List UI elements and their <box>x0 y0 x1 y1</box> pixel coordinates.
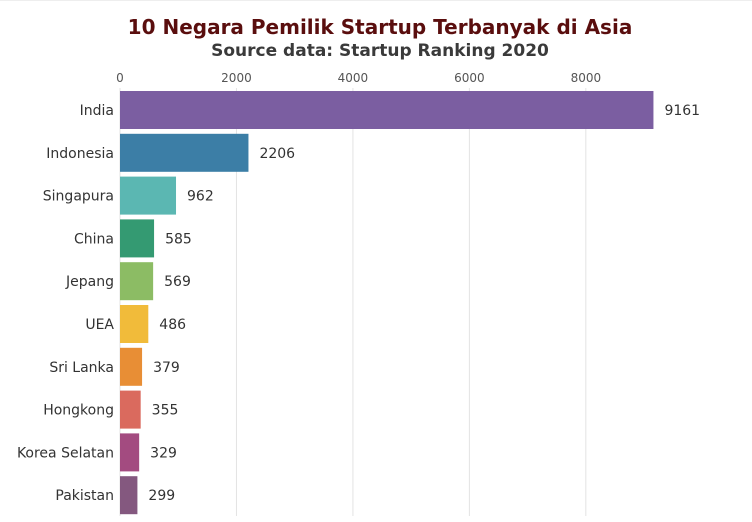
category-label: India <box>80 103 114 119</box>
value-label: 329 <box>150 445 177 461</box>
bar-uea <box>120 305 149 343</box>
x-tick-label: 4000 <box>338 71 369 85</box>
value-label: 569 <box>164 274 191 290</box>
category-label: China <box>74 231 114 247</box>
bar-jepang <box>120 262 154 301</box>
value-label: 355 <box>152 403 179 419</box>
bar-india <box>120 91 654 129</box>
category-label: Hongkong <box>43 403 114 419</box>
bar-singapura <box>120 176 177 215</box>
bar-sri-lanka <box>120 347 143 386</box>
value-label: 585 <box>165 231 192 247</box>
x-tick-label: 8000 <box>571 71 602 85</box>
bar-hongkong <box>120 390 141 429</box>
category-label: Pakistan <box>55 488 114 504</box>
value-label: 379 <box>153 360 180 376</box>
category-label: UEA <box>85 317 114 333</box>
value-label: 962 <box>187 189 214 205</box>
bars <box>120 91 654 515</box>
category-label: Indonesia <box>46 146 114 162</box>
x-tick-label: 2000 <box>221 71 252 85</box>
bar-china <box>120 219 155 258</box>
category-labels: India Indonesia Singapura China Jepang UEA Sri… <box>17 103 114 504</box>
category-label: Singapura <box>43 189 114 205</box>
value-label: 486 <box>159 317 186 333</box>
x-tick-label: 6000 <box>454 71 485 85</box>
bar-korea-selatan <box>120 433 140 472</box>
category-label: Jepang <box>65 274 114 290</box>
category-label: Korea Selatan <box>17 445 114 461</box>
category-label: Sri Lanka <box>49 360 114 376</box>
value-label: 9161 <box>664 103 700 119</box>
bar-indonesia <box>120 133 249 172</box>
value-labels: 9161 2206 962 585 569 486 379 355 329 299 <box>148 103 700 504</box>
x-tick-label: 0 <box>116 71 124 85</box>
chart-title: 10 Negara Pemilik Startup Terbanyak di A… <box>127 15 633 39</box>
bar-pakistan <box>120 476 138 515</box>
chart-subtitle: Source data: Startup Ranking 2020 <box>211 41 549 61</box>
x-axis-ticks: 0 2000 4000 6000 8000 <box>116 71 601 85</box>
top-border <box>0 0 752 1</box>
value-label: 2206 <box>259 146 295 162</box>
value-label: 299 <box>148 488 175 504</box>
